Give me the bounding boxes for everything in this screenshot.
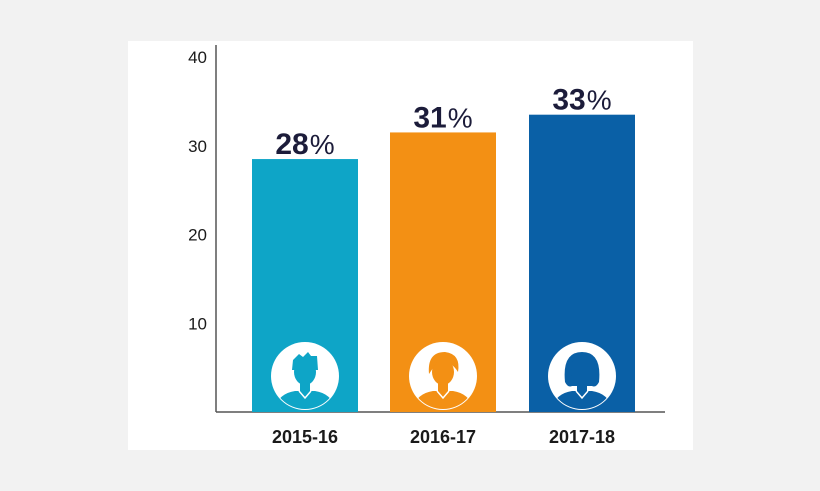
category-label-2015-16: 2015-16	[272, 427, 338, 447]
category-label-2017-18: 2017-18	[549, 427, 615, 447]
value-label-2016-17: 31%	[413, 101, 472, 134]
woman-long-hair-avatar-icon	[548, 342, 616, 410]
y-tick-label-10: 10	[188, 314, 207, 333]
value-label-2015-16: 28%	[275, 128, 334, 161]
category-label-2016-17: 2016-17	[410, 427, 476, 447]
y-tick-label-30: 30	[188, 137, 207, 156]
y-tick-label-20: 20	[188, 226, 207, 245]
man-avatar-icon	[271, 342, 339, 410]
avatar-icons	[271, 342, 616, 410]
value-labels: 28% 31% 33%	[275, 84, 611, 161]
y-axis-ticks: 10 20 30 40	[188, 48, 207, 333]
x-axis-categories: 2015-16 2016-17 2017-18	[272, 427, 615, 447]
woman-short-hair-avatar-icon	[409, 342, 477, 410]
value-label-2017-18: 33%	[552, 84, 611, 117]
y-tick-label-40: 40	[188, 48, 207, 67]
